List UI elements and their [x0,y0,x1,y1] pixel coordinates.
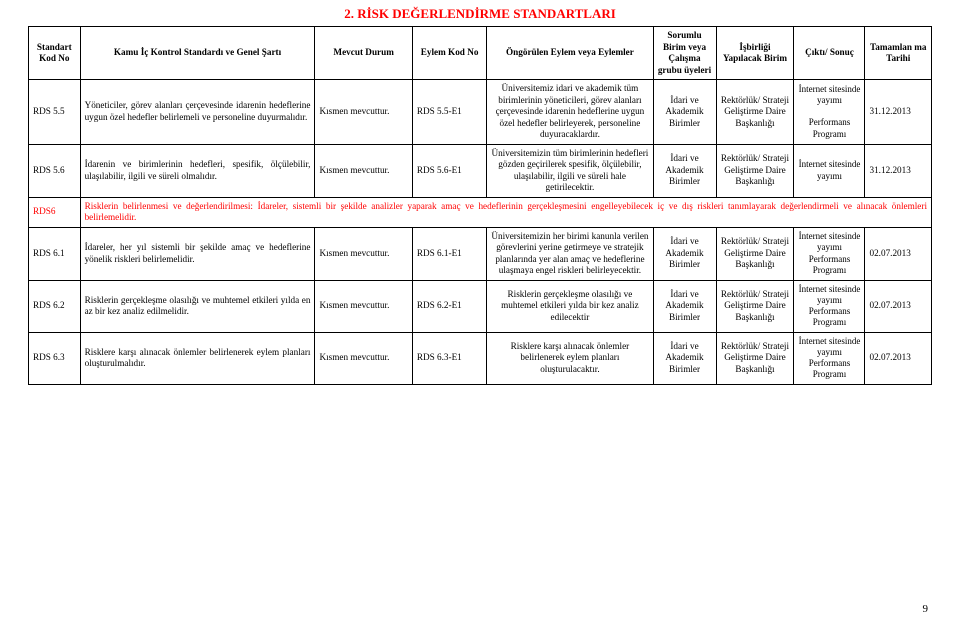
cell-isbirligi: Rektörlük/ Strateji Geliştirme Daire Baş… [716,280,794,332]
cell-group-kod: RDS6 [29,197,81,227]
cell-tarih: 31.12.2013 [865,80,932,145]
cell-sorumlu: İdari ve Akademik Birimler [653,332,716,384]
cell-durum: Kısmen mevcuttur. [315,144,412,197]
cell-standart: İdareler, her yıl sistemli bir şekilde a… [80,227,315,280]
cell-kod: RDS 6.2 [29,280,81,332]
cell-sorumlu: İdari ve Akademik Birimler [653,280,716,332]
col-isbirligi-birim: İşbirliği Yapılacak Birim [716,27,794,80]
cell-cikti: İnternet sitesinde yayımı Performans Pro… [794,80,865,145]
cell-durum: Kısmen mevcuttur. [315,80,412,145]
col-standart-sart: Kamu İç Kontrol Standardı ve Genel Şartı [80,27,315,80]
cell-sorumlu: İdari ve Akademik Birimler [653,227,716,280]
cell-tarih: 02.07.2013 [865,280,932,332]
standards-table: Standart Kod No Kamu İç Kontrol Standard… [28,26,932,385]
cell-eylem-kod: RDS 5.5-E1 [412,80,486,145]
cell-kod: RDS 5.6 [29,144,81,197]
cell-tarih: 02.07.2013 [865,227,932,280]
table-row: RDS 6.2 Risklerin gerçekleşme olasılığı … [29,280,932,332]
cell-eylem-kod: RDS 6.3-E1 [412,332,486,384]
cell-cikti: İnternet sitesinde yayımı Performans Pro… [794,227,865,280]
table-row: RDS 5.5 Yöneticiler, görev alanları çerç… [29,80,932,145]
cell-tarih: 31.12.2013 [865,144,932,197]
cell-durum: Kısmen mevcuttur. [315,227,412,280]
table-row: RDS 6.3 Risklere karşı alınacak önlemler… [29,332,932,384]
table-header-row: Standart Kod No Kamu İç Kontrol Standard… [29,27,932,80]
col-cikti-sonuc: Çıktı/ Sonuç [794,27,865,80]
cell-tarih: 02.07.2013 [865,332,932,384]
cell-group-text: Risklerin belirlenmesi ve değerlendirilm… [80,197,931,227]
page-container: 2. RİSK DEĞERLENDİRME STANDARTLARI Stand… [0,0,960,621]
cell-isbirligi: Rektörlük/ Strateji Geliştirme Daire Baş… [716,332,794,384]
cell-standart: İdarenin ve birimlerinin hedefleri, spes… [80,144,315,197]
cell-eylem: Risklere karşı alınacak önlemler belirle… [487,332,653,384]
cell-isbirligi: Rektörlük/ Strateji Geliştirme Daire Baş… [716,227,794,280]
cell-sorumlu: İdari ve Akademik Birimler [653,80,716,145]
table-row: RDS 6.1 İdareler, her yıl sistemli bir ş… [29,227,932,280]
cell-cikti: İnternet sitesinde yayımı Performans Pro… [794,332,865,384]
cell-isbirligi: Rektörlük/ Strateji Geliştirme Daire Baş… [716,144,794,197]
cell-eylem-kod: RDS 6.1-E1 [412,227,486,280]
col-mevcut-durum: Mevcut Durum [315,27,412,80]
cell-eylem: Üniversitemizin her birimi kanunla veril… [487,227,653,280]
cell-eylem: Üniversitemizin tüm birimlerinin hedefle… [487,144,653,197]
cell-eylem: Üniversitemiz idari ve akademik tüm biri… [487,80,653,145]
cell-cikti: İnternet sitesinde yayımı [794,144,865,197]
section-title: 2. RİSK DEĞERLENDİRME STANDARTLARI [28,6,932,22]
cell-standart: Yöneticiler, görev alanları çerçevesinde… [80,80,315,145]
cell-kod: RDS 6.3 [29,332,81,384]
cell-durum: Kısmen mevcuttur. [315,280,412,332]
col-ongorulen-eylem: Öngörülen Eylem veya Eylemler [487,27,653,80]
col-standard-kod: Standart Kod No [29,27,81,80]
cell-eylem: Risklerin gerçekleşme olasılığı ve muhte… [487,280,653,332]
table-row-group-header: RDS6 Risklerin belirlenmesi ve değerlend… [29,197,932,227]
cell-kod: RDS 6.1 [29,227,81,280]
cell-kod: RDS 5.5 [29,80,81,145]
col-sorumlu-birim: Sorumlu Birim veya Çalışma grubu üyeleri [653,27,716,80]
page-number: 9 [923,603,929,615]
col-eylem-kod: Eylem Kod No [412,27,486,80]
cell-standart: Risklerin gerçekleşme olasılığı ve muhte… [80,280,315,332]
col-tamamlanma-tarihi: Tamamlan ma Tarihi [865,27,932,80]
cell-eylem-kod: RDS 5.6-E1 [412,144,486,197]
cell-cikti: İnternet sitesinde yayımı Performans Pro… [794,280,865,332]
cell-isbirligi: Rektörlük/ Strateji Geliştirme Daire Baş… [716,80,794,145]
cell-eylem-kod: RDS 6.2-E1 [412,280,486,332]
cell-standart: Risklere karşı alınacak önlemler belirle… [80,332,315,384]
cell-sorumlu: İdari ve Akademik Birimler [653,144,716,197]
table-row: RDS 5.6 İdarenin ve birimlerinin hedefle… [29,144,932,197]
cell-durum: Kısmen mevcuttur. [315,332,412,384]
